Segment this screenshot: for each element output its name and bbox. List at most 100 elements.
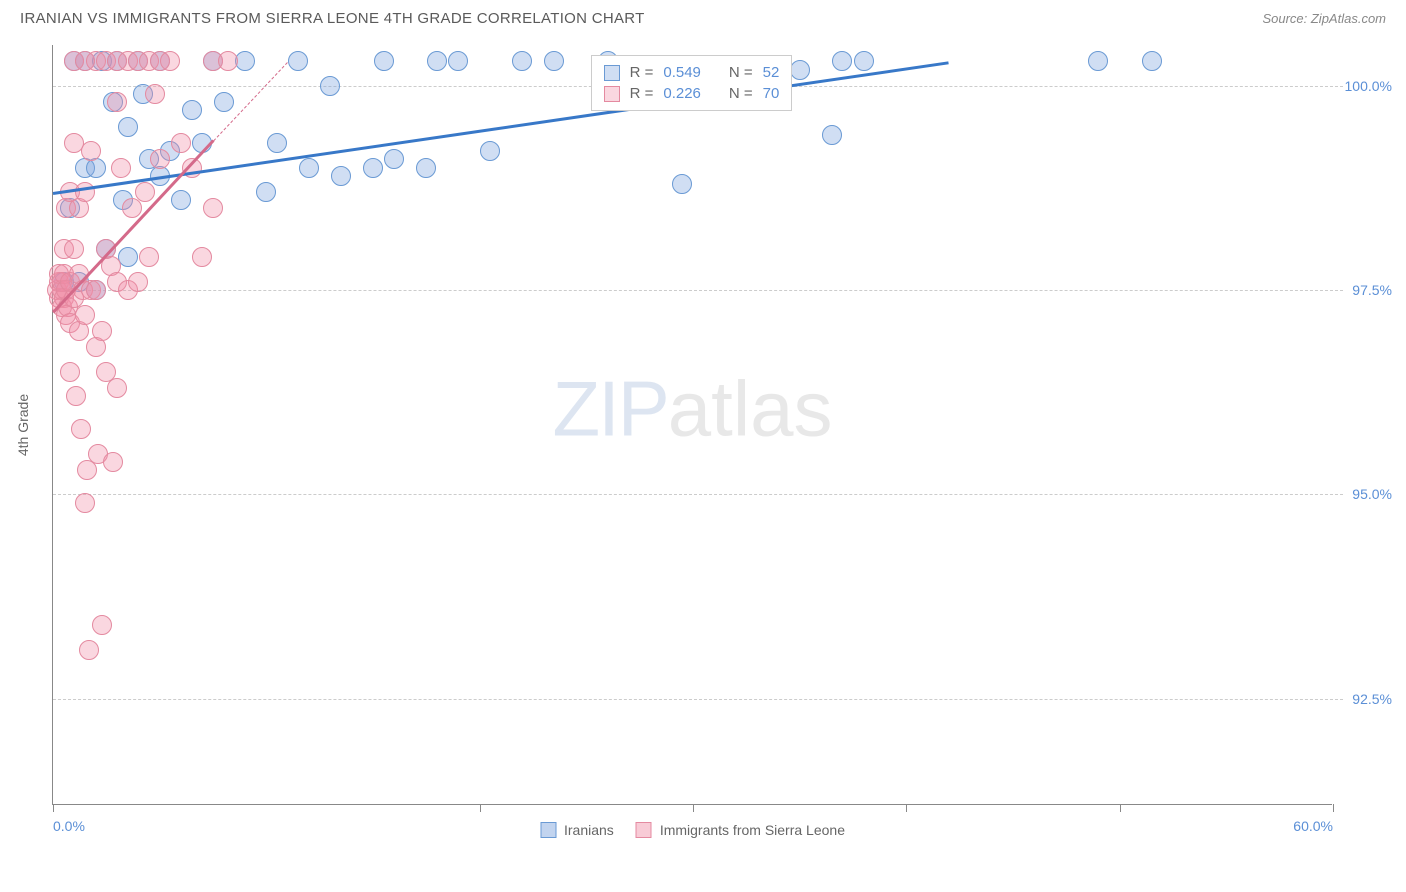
data-point xyxy=(235,51,255,71)
header: IRANIAN VS IMMIGRANTS FROM SIERRA LEONE … xyxy=(0,0,1406,35)
data-point xyxy=(160,51,180,71)
series-swatch xyxy=(604,65,620,81)
legend-item: Immigrants from Sierra Leone xyxy=(636,822,845,838)
data-point xyxy=(86,280,106,300)
x-tick-mark xyxy=(53,804,54,812)
x-tick-mark xyxy=(480,804,481,812)
series-swatch xyxy=(604,86,620,102)
data-point xyxy=(171,190,191,210)
x-tick-label: 0.0% xyxy=(53,818,85,834)
data-point xyxy=(118,117,138,137)
data-point xyxy=(75,305,95,325)
source-attribution: Source: ZipAtlas.com xyxy=(1262,11,1386,26)
data-point xyxy=(374,51,394,71)
data-point xyxy=(92,321,112,341)
watermark-atlas: atlas xyxy=(668,365,833,453)
data-point xyxy=(192,247,212,267)
data-point xyxy=(320,76,340,96)
data-point xyxy=(171,133,191,153)
data-point xyxy=(299,158,319,178)
data-point xyxy=(79,640,99,660)
data-point xyxy=(267,133,287,153)
legend-swatch xyxy=(540,822,556,838)
data-point xyxy=(218,51,238,71)
chart-title: IRANIAN VS IMMIGRANTS FROM SIERRA LEONE … xyxy=(20,10,645,27)
data-point xyxy=(150,149,170,169)
data-point xyxy=(135,182,155,202)
data-point xyxy=(832,51,852,71)
plot-area: 4th Grade ZIPatlas 92.5%95.0%97.5%100.0%… xyxy=(52,45,1332,805)
legend-label: Immigrants from Sierra Leone xyxy=(660,822,845,838)
data-point xyxy=(512,51,532,71)
grid-line xyxy=(53,494,1343,495)
data-point xyxy=(107,92,127,112)
stats-row: R = 0.226 N = 70 xyxy=(604,83,780,104)
data-point xyxy=(122,198,142,218)
stats-n-label: N = xyxy=(729,64,753,81)
x-tick-mark xyxy=(1333,804,1334,812)
y-tick-label: 97.5% xyxy=(1352,282,1392,298)
stats-r-value: 0.549 xyxy=(663,64,701,81)
data-point xyxy=(427,51,447,71)
data-point xyxy=(416,158,436,178)
x-tick-label: 60.0% xyxy=(1293,818,1333,834)
data-point xyxy=(75,493,95,513)
legend-label: Iranians xyxy=(564,822,614,838)
stats-row: R = 0.549 N = 52 xyxy=(604,62,780,83)
data-point xyxy=(854,51,874,71)
x-tick-mark xyxy=(693,804,694,812)
stats-n-label: N = xyxy=(729,85,753,102)
watermark-zip: ZIP xyxy=(552,365,667,453)
x-tick-mark xyxy=(1120,804,1121,812)
stats-r-label: R = xyxy=(630,64,654,81)
stats-n-value: 52 xyxy=(763,64,780,81)
data-point xyxy=(64,239,84,259)
data-point xyxy=(128,272,148,292)
data-point xyxy=(214,92,234,112)
data-point xyxy=(790,60,810,80)
legend-swatch xyxy=(636,822,652,838)
y-tick-label: 100.0% xyxy=(1345,78,1392,94)
data-point xyxy=(118,247,138,267)
data-point xyxy=(288,51,308,71)
data-point xyxy=(544,51,564,71)
data-point xyxy=(145,84,165,104)
legend: Iranians Immigrants from Sierra Leone xyxy=(540,822,845,838)
stats-box: R = 0.549 N = 52 R = 0.226 N = 70 xyxy=(591,55,793,111)
watermark: ZIPatlas xyxy=(552,364,832,455)
data-point xyxy=(256,182,276,202)
x-tick-mark xyxy=(906,804,907,812)
y-tick-label: 95.0% xyxy=(1352,486,1392,502)
data-point xyxy=(71,419,91,439)
stats-n-value: 70 xyxy=(763,85,780,102)
data-point xyxy=(60,362,80,382)
stats-r-value: 0.226 xyxy=(663,85,701,102)
data-point xyxy=(1142,51,1162,71)
data-point xyxy=(480,141,500,161)
data-point xyxy=(363,158,383,178)
data-point xyxy=(384,149,404,169)
data-point xyxy=(75,182,95,202)
data-point xyxy=(672,174,692,194)
data-point xyxy=(66,386,86,406)
data-point xyxy=(822,125,842,145)
legend-item: Iranians xyxy=(540,822,614,838)
data-point xyxy=(103,452,123,472)
y-axis-label: 4th Grade xyxy=(15,393,31,455)
y-tick-label: 92.5% xyxy=(1352,691,1392,707)
data-point xyxy=(448,51,468,71)
grid-line xyxy=(53,699,1343,700)
data-point xyxy=(107,378,127,398)
data-point xyxy=(92,615,112,635)
trend-line xyxy=(53,61,949,195)
data-point xyxy=(1088,51,1108,71)
data-point xyxy=(139,247,159,267)
stats-r-label: R = xyxy=(630,85,654,102)
grid-line xyxy=(53,290,1343,291)
data-point xyxy=(111,158,131,178)
data-point xyxy=(203,198,223,218)
data-point xyxy=(81,141,101,161)
data-point xyxy=(182,100,202,120)
data-point xyxy=(331,166,351,186)
chart-container: 4th Grade ZIPatlas 92.5%95.0%97.5%100.0%… xyxy=(52,45,1382,825)
